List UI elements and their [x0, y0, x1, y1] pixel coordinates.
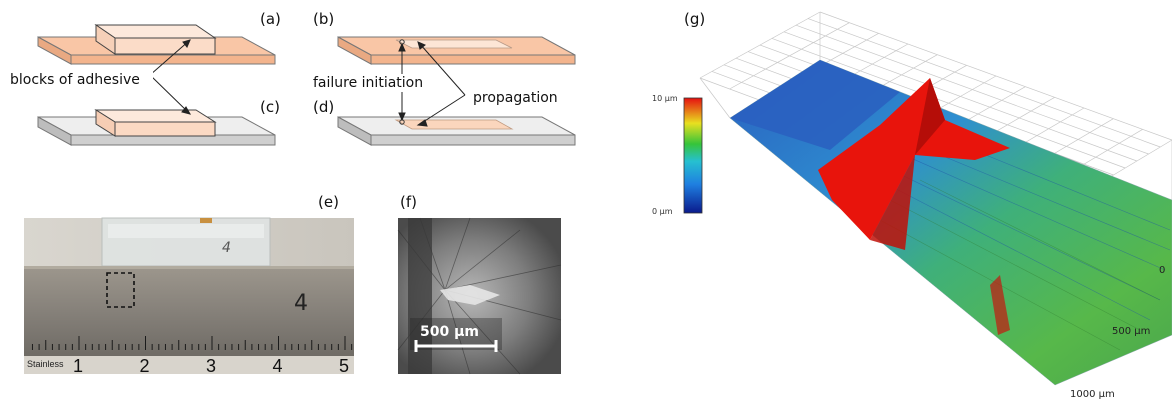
failure-initiation-label: failure initiation [313, 75, 423, 91]
ruler-number: 1 [73, 356, 83, 376]
failure-label-bg [312, 74, 446, 90]
schematic-c [37, 109, 276, 146]
blocks-of-adhesive-label: blocks of adhesive [10, 72, 140, 88]
surface-axis-tick-1000: 1000 µm [1070, 389, 1115, 400]
schematic-d [337, 116, 576, 146]
ruler-handwriting: 4 [294, 291, 308, 316]
surface-axis-tick-0: 0 [1159, 265, 1165, 276]
ruler-number: 3 [206, 356, 216, 376]
ruler-ticks [31, 336, 353, 350]
colorbar-min-label: 0 µm [652, 207, 673, 216]
panel-label-g: (g) [684, 10, 705, 28]
panel-label-f: (f) [400, 193, 417, 211]
ruler-photo: 4 4 Stainless 1 2 3 4 5 [24, 217, 354, 376]
ruler-number: 4 [273, 356, 283, 376]
surface-map [729, 59, 1172, 386]
panel-label-a: (a) [260, 10, 281, 28]
micrograph: 500 µm [397, 217, 562, 375]
colorbar-max-label: 10 µm [652, 94, 678, 103]
scale-bar-label: 500 µm [420, 324, 479, 340]
colorbar: 10 µm 0 µm [652, 94, 703, 216]
surface-axis: 0 500 µm 1000 µm [1070, 265, 1165, 400]
blocks-label-bg [8, 70, 153, 88]
propagation-label: propagation [473, 90, 558, 106]
schematic-b [337, 36, 576, 65]
surface-axis-tick-500: 500 µm [1112, 326, 1150, 337]
region-of-interest-box [106, 272, 135, 308]
panel-label-c: (c) [260, 98, 280, 116]
ruler-number: 5 [339, 356, 349, 376]
ruler-number: 2 [140, 356, 150, 376]
ruler-brand: Stainless [27, 359, 64, 369]
panel-label-b: (b) [313, 10, 334, 28]
panel-label-e: (e) [318, 193, 339, 211]
ruler-numbers: 1 2 3 4 5 [73, 356, 349, 376]
adhesive-handwriting: 4 [222, 240, 231, 256]
panel-label-d: (d) [313, 98, 334, 116]
schematic-a [37, 24, 276, 65]
annotation-arrows [149, 39, 466, 127]
